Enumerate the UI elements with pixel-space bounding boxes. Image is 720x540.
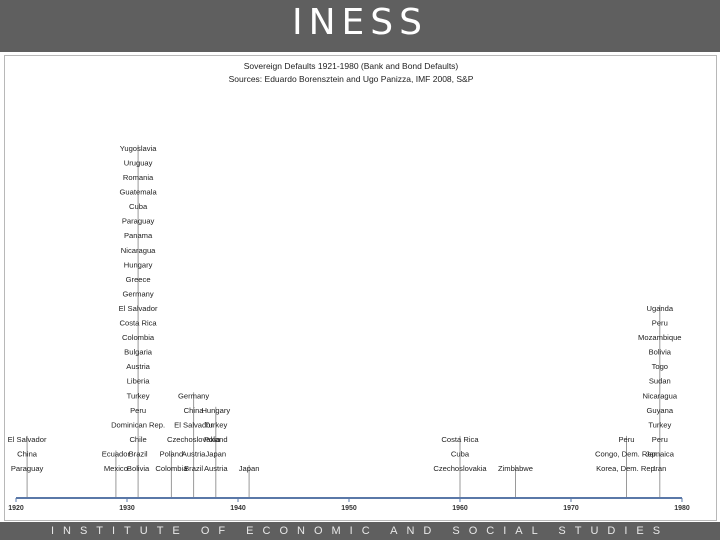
x-tick-label: 1940: [230, 505, 246, 512]
country-label: Greece: [126, 275, 151, 284]
country-label: Uruguay: [124, 158, 153, 167]
country-label: Peru: [652, 319, 668, 328]
footer-institute-name: INSTITUTE OF ECONOMIC AND SOCIAL STUDIES: [50, 525, 670, 537]
country-label: Germany: [122, 289, 153, 298]
country-label: Romania: [123, 173, 154, 182]
x-tick-label: 1960: [452, 505, 468, 512]
x-tick-label: 1950: [341, 505, 357, 512]
country-label: Sudan: [649, 377, 671, 386]
x-tick-label: 1970: [563, 505, 579, 512]
defaults-timeline-chart: Sovereign Defaults 1921-1980 (Bank and B…: [8, 61, 690, 512]
country-label: Ecuador: [102, 449, 131, 458]
country-label: Paraguay: [11, 464, 44, 473]
x-tick-label: 1980: [674, 505, 690, 512]
chart-subtitle: Sources: Eduardo Borensztein and Ugo Pan…: [229, 74, 474, 84]
country-label: Iran: [653, 464, 666, 473]
country-label: Austria: [204, 464, 228, 473]
country-label: Czechoslovakia: [433, 464, 487, 473]
country-label: Panama: [124, 231, 153, 240]
country-label: Bolivia: [127, 464, 150, 473]
country-label: Uganda: [646, 304, 673, 313]
country-label: Guyana: [646, 406, 673, 415]
country-label: Peru: [130, 406, 146, 415]
country-label: Liberia: [127, 377, 151, 386]
country-label: Chile: [129, 435, 146, 444]
country-label: Guatemala: [120, 188, 158, 197]
iness-logo: INESS: [292, 2, 428, 43]
country-label: El Salvador: [8, 435, 47, 444]
country-label: Congo, Dem. Rep.: [595, 449, 658, 458]
country-label: Turkey: [127, 391, 150, 400]
country-label: Zimbabwe: [498, 464, 533, 473]
country-label: Hungary: [124, 260, 153, 269]
country-label: Korea, Dem. Rep.: [596, 464, 657, 473]
country-label: Togo: [652, 362, 668, 371]
country-label: Peru: [652, 435, 668, 444]
country-label: Poland: [204, 435, 228, 444]
country-label: El Salvador: [119, 304, 158, 313]
country-label: Czechoslovakia: [167, 435, 221, 444]
country-label: Mozambique: [638, 333, 681, 342]
country-label: China: [17, 449, 38, 458]
country-label: Hungary: [201, 406, 230, 415]
country-label: Austria: [182, 449, 206, 458]
x-tick-label: 1930: [119, 505, 135, 512]
country-label: Colombia: [122, 333, 155, 342]
country-label: Austria: [126, 362, 150, 371]
country-label: Paraguay: [122, 217, 155, 226]
country-label: Poland: [160, 449, 184, 458]
x-tick-label: 1920: [8, 505, 24, 512]
country-label: Peru: [618, 435, 634, 444]
country-label: Costa Rica: [120, 319, 158, 328]
country-label: Brazil: [129, 449, 148, 458]
country-label: Costa Rica: [441, 435, 479, 444]
country-label: Turkey: [648, 420, 671, 429]
header-banner: INESS: [0, 0, 720, 52]
country-label: Nicaragua: [642, 391, 677, 400]
chart-frame: Sovereign Defaults 1921-1980 (Bank and B…: [4, 55, 717, 521]
country-label: Japan: [239, 464, 260, 473]
country-label: Turkey: [204, 420, 227, 429]
country-label: Yugoslavia: [120, 144, 158, 153]
footer-banner: INSTITUTE OF ECONOMIC AND SOCIAL STUDIES: [0, 522, 720, 540]
country-label: Bulgaria: [124, 348, 153, 357]
country-label: Mexico: [104, 464, 128, 473]
country-label: Cuba: [451, 449, 470, 458]
chart-title: Sovereign Defaults 1921-1980 (Bank and B…: [244, 61, 459, 71]
country-label: Cuba: [129, 202, 148, 211]
country-label: China: [184, 406, 205, 415]
country-label: El Salvador: [174, 420, 213, 429]
country-label: Japan: [205, 449, 226, 458]
country-label: Germany: [178, 391, 209, 400]
country-label: Jamaica: [646, 449, 675, 458]
country-label: Dominican Rep.: [111, 420, 165, 429]
country-label: Brazil: [184, 464, 203, 473]
country-label: Bolivia: [649, 348, 672, 357]
country-label: Nicaragua: [121, 246, 156, 255]
country-label: Colombia: [155, 464, 188, 473]
